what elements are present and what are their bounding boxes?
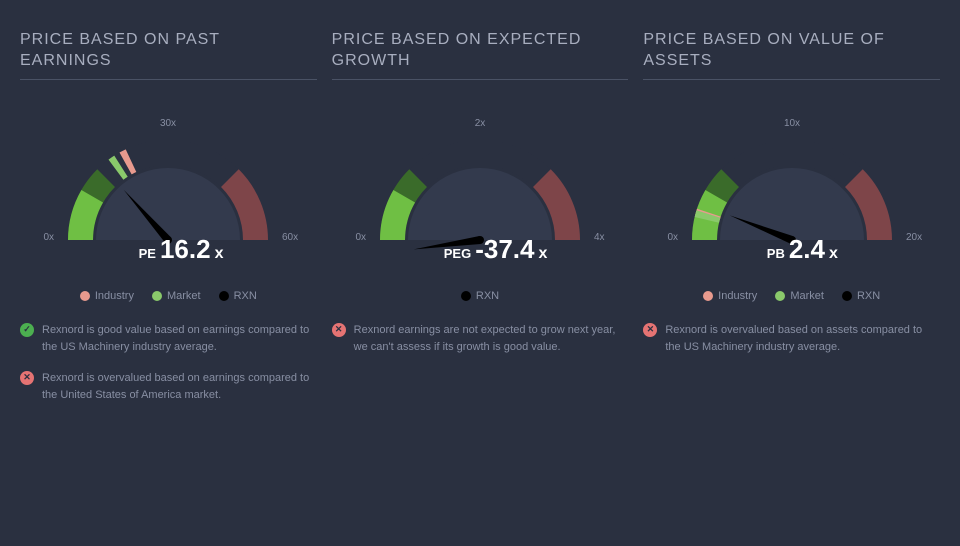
panel-0: PRICE BASED ON PAST EARNINGS 0x 30x 60x PE 16… [20,30,317,403]
metric-value: 16.2 [160,234,211,265]
gauge: 0x 10x 20x PB 2.4x [643,110,940,300]
panel-title: PRICE BASED ON PAST EARNINGS [20,30,317,80]
svg-text:0x: 0x [667,232,678,243]
metric-value: -37.4 [475,234,534,265]
panel-2: PRICE BASED ON VALUE OF ASSETS 0x 10x 20x PB… [643,30,940,403]
svg-text:60x: 60x [282,232,298,243]
metric-name: PEG [444,246,471,261]
metric-suffix: x [215,245,224,263]
note: ✓ Rexnord is good value based on earnings… [20,322,317,355]
metric-suffix: x [538,245,547,263]
cross-icon: ✕ [20,371,34,385]
note-text: Rexnord is good value based on earnings … [42,322,317,355]
note: ✕ Rexnord is overvalued based on earnings… [20,370,317,403]
note-text: Rexnord is overvalued based on earnings … [42,370,317,403]
notes: ✕ Rexnord is overvalued based on assets c… [643,322,940,355]
svg-text:0x: 0x [355,232,366,243]
metric-value: 2.4 [789,234,825,265]
metric-name: PB [767,246,785,261]
gauge: 0x 2x 4x PEG -37.4x [332,110,629,300]
note-text: Rexnord earnings are not expected to gro… [354,322,629,355]
notes: ✕ Rexnord earnings are not expected to gr… [332,322,629,355]
metric-name: PE [139,246,156,261]
metric-readout: PE 16.2x [139,234,224,265]
svg-text:4x: 4x [594,232,605,243]
note-text: Rexnord is overvalued based on assets co… [665,322,940,355]
gauge: 0x 30x 60x PE 16.2x [20,110,317,300]
panel-1: PRICE BASED ON EXPECTED GROWTH 0x 2x 4x PEG-… [332,30,629,403]
cross-icon: ✕ [643,323,657,337]
svg-text:2x: 2x [475,118,486,129]
note: ✕ Rexnord earnings are not expected to gr… [332,322,629,355]
metric-readout: PB 2.4x [767,234,838,265]
check-icon: ✓ [20,323,34,337]
svg-text:0x: 0x [44,232,55,243]
metric-suffix: x [829,245,838,263]
metric-readout: PEG -37.4x [444,234,548,265]
note: ✕ Rexnord is overvalued based on assets c… [643,322,940,355]
svg-text:20x: 20x [906,232,922,243]
notes: ✓ Rexnord is good value based on earnings… [20,322,317,403]
svg-text:10x: 10x [784,118,800,129]
panel-title: PRICE BASED ON VALUE OF ASSETS [643,30,940,80]
svg-text:30x: 30x [160,118,176,129]
panel-title: PRICE BASED ON EXPECTED GROWTH [332,30,629,80]
cross-icon: ✕ [332,323,346,337]
